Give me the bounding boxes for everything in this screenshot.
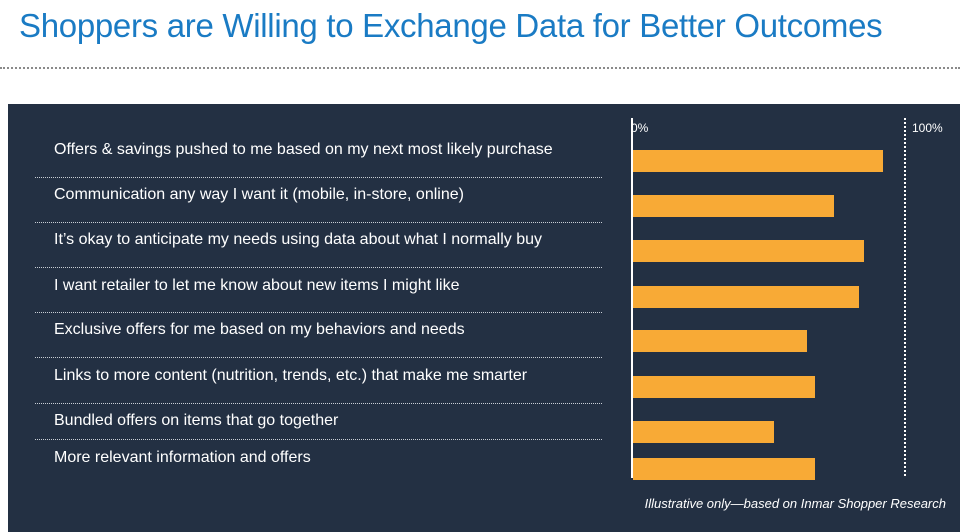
category-label: More relevant information and offers <box>54 449 311 466</box>
category-label: Bundled offers on items that go together <box>54 412 339 429</box>
category-label: Exclusive offers for me based on my beha… <box>54 321 465 338</box>
tick-label-100: 100% <box>912 121 943 135</box>
row-separator <box>35 357 602 358</box>
row-separator <box>35 177 602 178</box>
row-separator <box>35 403 602 404</box>
bar <box>633 286 859 308</box>
category-label: Links to more content (nutrition, trends… <box>54 367 528 384</box>
bar <box>633 150 884 172</box>
category-label: Offers & savings pushed to me based on m… <box>54 141 553 158</box>
tick-label-0: 0% <box>631 121 649 135</box>
max-reference-line <box>904 118 906 476</box>
category-label: Communication any way I want it (mobile,… <box>54 186 464 203</box>
row-separator <box>35 312 602 313</box>
row-separator <box>35 267 602 268</box>
zero-axis-line <box>631 118 633 478</box>
bar <box>633 421 775 443</box>
row-separator <box>35 439 602 440</box>
bar <box>633 240 865 262</box>
footnote: Illustrative only—based on Inmar Shopper… <box>644 496 946 511</box>
slide-title: Shoppers are Willing to Exchange Data fo… <box>19 7 883 44</box>
bar <box>633 195 835 217</box>
bar <box>633 458 816 480</box>
category-label: I want retailer to let me know about new… <box>54 277 460 294</box>
bar <box>633 330 808 352</box>
row-separator <box>35 222 602 223</box>
title-divider <box>0 67 960 69</box>
bar <box>633 376 816 398</box>
category-label: It’s okay to anticipate my needs using d… <box>54 231 542 248</box>
